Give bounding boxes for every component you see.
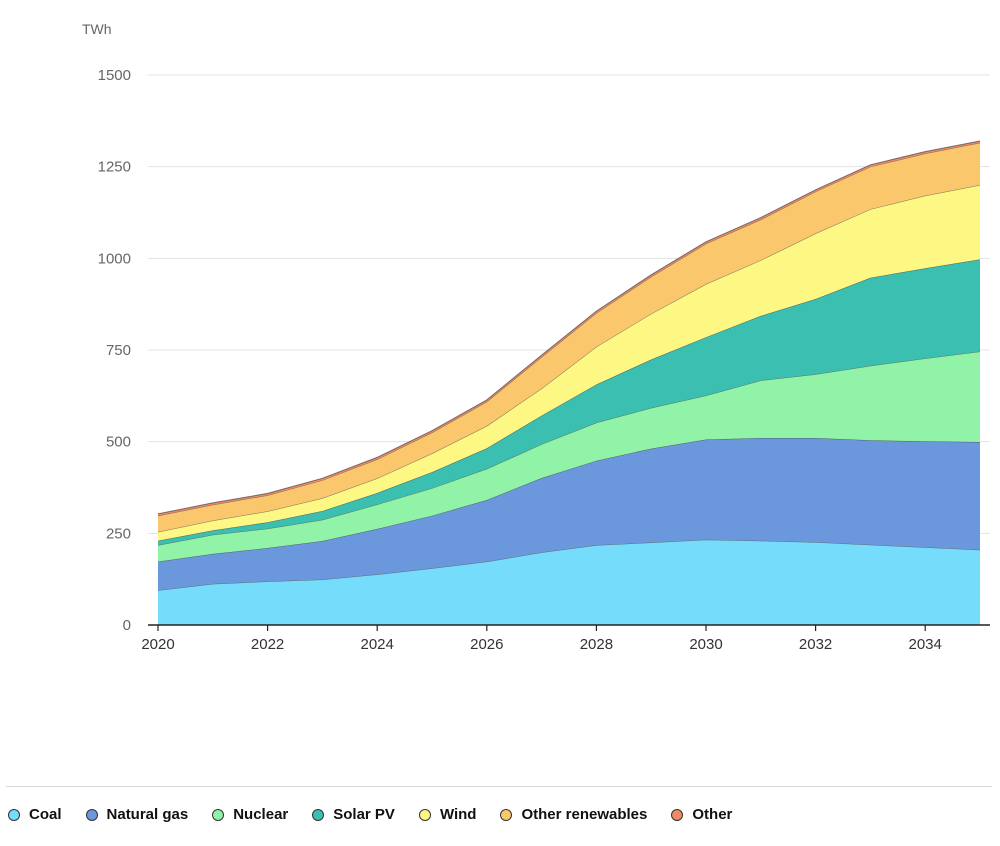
legend-label: Natural gas xyxy=(106,806,189,823)
legend-swatch xyxy=(671,808,684,821)
y-tick-label: 1250 xyxy=(98,159,131,176)
area-nuclear[interactable] xyxy=(158,351,980,562)
x-tick-label: 2034 xyxy=(909,636,942,653)
legend-item-coal[interactable]: Coal xyxy=(8,806,62,823)
area-other-renewables[interactable] xyxy=(158,142,980,532)
legend-item-wind[interactable]: Wind xyxy=(418,806,477,823)
x-tick-label: 2026 xyxy=(470,636,503,653)
y-tick-label: 1000 xyxy=(98,250,131,267)
area-wind[interactable] xyxy=(158,185,980,541)
legend: Coal Natural gas Nuclear Solar PV Wind Other … xyxy=(8,806,756,823)
legend-item-other[interactable]: Other xyxy=(671,806,732,823)
legend-label: Other renewables xyxy=(521,806,648,823)
x-tick-label: 2020 xyxy=(141,636,174,653)
x-tick-label: 2032 xyxy=(799,636,832,653)
axes: 2020 2022 2024 2026 2028 2030 2032 2034 xyxy=(141,624,990,653)
legend-swatch xyxy=(8,808,20,821)
legend-label: Solar PV xyxy=(333,806,395,823)
area-natural-gas[interactable] xyxy=(158,438,980,591)
legend-swatch xyxy=(500,808,513,821)
legend-item-nuclear[interactable]: Nuclear xyxy=(212,806,288,823)
legend-item-other-renewables[interactable]: Other renewables xyxy=(500,806,647,823)
area-coal[interactable] xyxy=(158,539,980,625)
legend-swatch xyxy=(212,808,225,821)
x-tick-label: 2030 xyxy=(689,636,722,653)
y-tick-label: 1500 xyxy=(98,67,131,84)
legend-divider xyxy=(6,786,992,787)
y-tick-label: 750 xyxy=(106,342,131,359)
legend-swatch xyxy=(418,808,431,821)
legend-swatch xyxy=(312,808,325,821)
legend-label: Other xyxy=(692,806,733,823)
y-tick-label: 0 xyxy=(123,617,131,634)
legend-label: Nuclear xyxy=(233,806,289,823)
area-series xyxy=(157,140,981,625)
x-tick-label: 2024 xyxy=(361,636,394,653)
x-tick-label: 2022 xyxy=(251,636,284,653)
area-edge-other xyxy=(157,140,981,515)
y-tick-label: 250 xyxy=(106,525,131,542)
legend-item-natural-gas[interactable]: Natural gas xyxy=(85,806,189,823)
y-tick-label: 500 xyxy=(106,434,131,451)
y-axis-unit-label: TWh xyxy=(82,21,112,37)
legend-item-solar-pv[interactable]: Solar PV xyxy=(312,806,395,823)
legend-swatch xyxy=(85,808,98,821)
x-tick-label: 2028 xyxy=(580,636,613,653)
legend-label: Coal xyxy=(29,806,62,823)
area-solar-pv[interactable] xyxy=(158,259,980,546)
legend-label: Wind xyxy=(439,806,477,823)
